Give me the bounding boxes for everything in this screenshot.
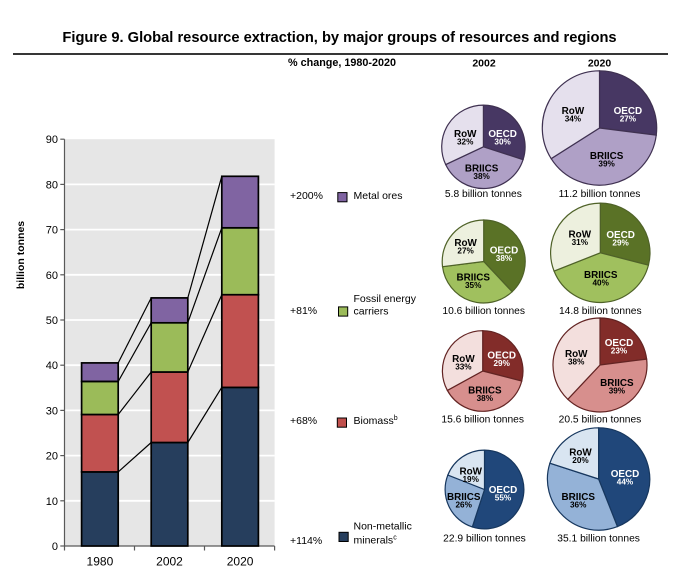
svg-text:carriers: carriers: [354, 305, 389, 317]
svg-text:44%: 44%: [617, 477, 634, 486]
svg-text:BRIICS: BRIICS: [468, 386, 502, 397]
svg-text:11.2 billion tonnes: 11.2 billion tonnes: [559, 189, 641, 200]
svg-text:RoW: RoW: [454, 129, 477, 140]
svg-text:27%: 27%: [620, 114, 637, 123]
svg-text:OECD: OECD: [487, 350, 516, 361]
svg-text:OECD: OECD: [614, 106, 643, 117]
svg-text:38%: 38%: [477, 394, 494, 403]
svg-text:30%: 30%: [494, 138, 511, 147]
svg-text:% change, 1980-2020: % change, 1980-2020: [288, 57, 396, 69]
svg-text:RoW: RoW: [452, 354, 475, 365]
svg-text:2020: 2020: [227, 554, 254, 568]
svg-text:BRIICS: BRIICS: [561, 492, 595, 503]
svg-text:OECD: OECD: [488, 129, 517, 140]
svg-text:+68%: +68%: [290, 415, 317, 427]
svg-text:Non-metallic: Non-metallic: [354, 521, 412, 533]
svg-text:20%: 20%: [572, 456, 589, 465]
svg-text:27%: 27%: [457, 246, 474, 255]
svg-text:mineralsc: mineralsc: [354, 535, 398, 547]
svg-text:2002: 2002: [156, 554, 183, 568]
svg-text:29%: 29%: [612, 239, 629, 248]
svg-text:38%: 38%: [496, 254, 513, 263]
svg-text:BRIICS: BRIICS: [590, 151, 624, 162]
svg-text:40%: 40%: [593, 278, 610, 287]
svg-text:RoW: RoW: [459, 467, 482, 478]
svg-text:Fossil energy: Fossil energy: [354, 293, 417, 305]
svg-text:34%: 34%: [565, 114, 582, 123]
svg-text:10: 10: [46, 496, 58, 508]
svg-text:30: 30: [46, 405, 58, 417]
svg-text:60: 60: [46, 270, 58, 282]
svg-text:23%: 23%: [611, 346, 628, 355]
svg-text:billion tonnes: billion tonnes: [15, 221, 27, 289]
svg-text:OECD: OECD: [611, 469, 640, 480]
svg-text:38%: 38%: [568, 357, 585, 366]
svg-text:Metal ores: Metal ores: [354, 190, 403, 202]
svg-text:0: 0: [52, 541, 58, 553]
svg-text:RoW: RoW: [569, 447, 592, 458]
svg-text:+200%: +200%: [290, 190, 323, 202]
svg-text:35.1 billion tonnes: 35.1 billion tonnes: [557, 533, 640, 544]
svg-text:38%: 38%: [473, 172, 490, 181]
svg-text:90: 90: [46, 134, 58, 146]
svg-text:Biomassb: Biomassb: [354, 415, 398, 427]
svg-text:RoW: RoW: [454, 238, 477, 249]
svg-text:35%: 35%: [465, 281, 482, 290]
svg-text:BRIICS: BRIICS: [600, 378, 634, 389]
svg-text:5.8 billion tonnes: 5.8 billion tonnes: [445, 189, 522, 200]
svg-text:10.6 billion tonnes: 10.6 billion tonnes: [442, 306, 525, 317]
svg-text:BRIICS: BRIICS: [456, 273, 490, 284]
svg-text:22.9 billion tonnes: 22.9 billion tonnes: [443, 533, 526, 544]
svg-text:40: 40: [46, 360, 58, 372]
svg-text:RoW: RoW: [565, 349, 588, 360]
svg-text:2020: 2020: [588, 58, 612, 70]
svg-text:36%: 36%: [570, 501, 587, 510]
svg-text:80: 80: [46, 179, 58, 191]
svg-text:19%: 19%: [463, 475, 480, 484]
svg-text:+81%: +81%: [290, 305, 317, 317]
svg-text:14.8 billion tonnes: 14.8 billion tonnes: [559, 306, 642, 317]
svg-text:+114%: +114%: [290, 535, 322, 547]
svg-text:OECD: OECD: [606, 230, 635, 241]
svg-text:OECD: OECD: [605, 338, 634, 349]
svg-text:55%: 55%: [495, 494, 512, 503]
svg-text:31%: 31%: [572, 238, 589, 247]
svg-text:29%: 29%: [494, 359, 511, 368]
svg-text:15.6 billion tonnes: 15.6 billion tonnes: [441, 414, 524, 425]
svg-text:39%: 39%: [609, 387, 626, 396]
svg-text:RoW: RoW: [562, 106, 585, 117]
svg-text:BRIICS: BRIICS: [447, 492, 481, 503]
svg-text:BRIICS: BRIICS: [465, 164, 499, 175]
svg-text:70: 70: [46, 225, 58, 237]
svg-text:2002: 2002: [472, 58, 496, 70]
svg-text:RoW: RoW: [569, 230, 592, 241]
svg-text:20: 20: [46, 451, 58, 463]
svg-text:Figure 9. Global resource extr: Figure 9. Global resource extraction, by…: [62, 30, 616, 46]
svg-text:20.5 billion tonnes: 20.5 billion tonnes: [559, 414, 642, 425]
svg-text:OECD: OECD: [490, 246, 519, 257]
svg-text:1980: 1980: [87, 554, 114, 568]
svg-text:32%: 32%: [457, 137, 474, 146]
svg-text:33%: 33%: [455, 363, 472, 372]
svg-text:39%: 39%: [598, 159, 615, 168]
svg-text:26%: 26%: [456, 500, 473, 509]
svg-text:OECD: OECD: [489, 485, 518, 496]
svg-text:BRIICS: BRIICS: [584, 270, 618, 281]
svg-text:50: 50: [46, 315, 58, 327]
